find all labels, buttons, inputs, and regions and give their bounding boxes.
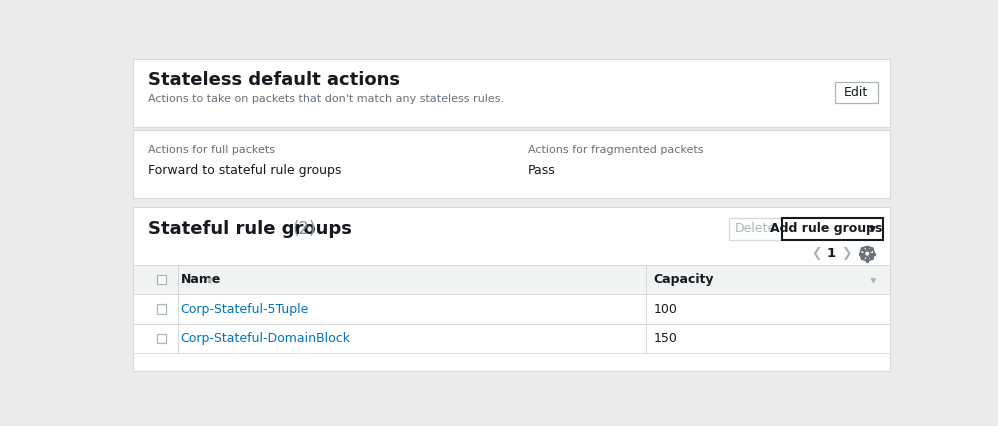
- FancyBboxPatch shape: [834, 82, 878, 104]
- FancyBboxPatch shape: [782, 218, 882, 240]
- Text: Stateless default actions: Stateless default actions: [148, 72, 400, 89]
- Text: Stateful rule groups: Stateful rule groups: [148, 220, 352, 238]
- Text: ❯: ❯: [841, 247, 851, 260]
- FancyBboxPatch shape: [133, 130, 890, 198]
- Text: Edit: Edit: [844, 86, 868, 99]
- Text: Add rule groups: Add rule groups: [769, 222, 882, 236]
- FancyBboxPatch shape: [133, 207, 890, 371]
- Text: Actions for fragmented packets: Actions for fragmented packets: [528, 145, 704, 155]
- FancyBboxPatch shape: [157, 334, 166, 343]
- Text: 1: 1: [827, 247, 836, 260]
- FancyBboxPatch shape: [133, 265, 890, 294]
- Text: Corp-Stateful-DomainBlock: Corp-Stateful-DomainBlock: [181, 332, 350, 345]
- Text: Actions for full packets: Actions for full packets: [148, 145, 275, 155]
- FancyBboxPatch shape: [157, 275, 166, 285]
- Text: Capacity: Capacity: [654, 273, 714, 286]
- Text: Actions to take on packets that don't match any stateless rules.: Actions to take on packets that don't ma…: [148, 94, 504, 104]
- Polygon shape: [870, 227, 875, 231]
- FancyBboxPatch shape: [730, 218, 782, 240]
- Polygon shape: [208, 279, 212, 282]
- FancyBboxPatch shape: [133, 294, 890, 324]
- Text: Forward to stateful rule groups: Forward to stateful rule groups: [148, 164, 341, 177]
- FancyBboxPatch shape: [133, 324, 890, 353]
- FancyBboxPatch shape: [157, 305, 166, 314]
- Text: Delete: Delete: [735, 222, 776, 236]
- Text: ❮: ❮: [811, 247, 822, 260]
- Text: 150: 150: [654, 332, 678, 345]
- Text: Name: Name: [181, 273, 221, 286]
- Text: Corp-Stateful-5Tuple: Corp-Stateful-5Tuple: [181, 302, 309, 316]
- Polygon shape: [871, 279, 875, 282]
- FancyBboxPatch shape: [133, 59, 890, 127]
- Text: 100: 100: [654, 302, 678, 316]
- Circle shape: [860, 247, 874, 261]
- Text: Pass: Pass: [528, 164, 556, 177]
- Circle shape: [864, 251, 870, 256]
- Text: (2): (2): [293, 220, 316, 238]
